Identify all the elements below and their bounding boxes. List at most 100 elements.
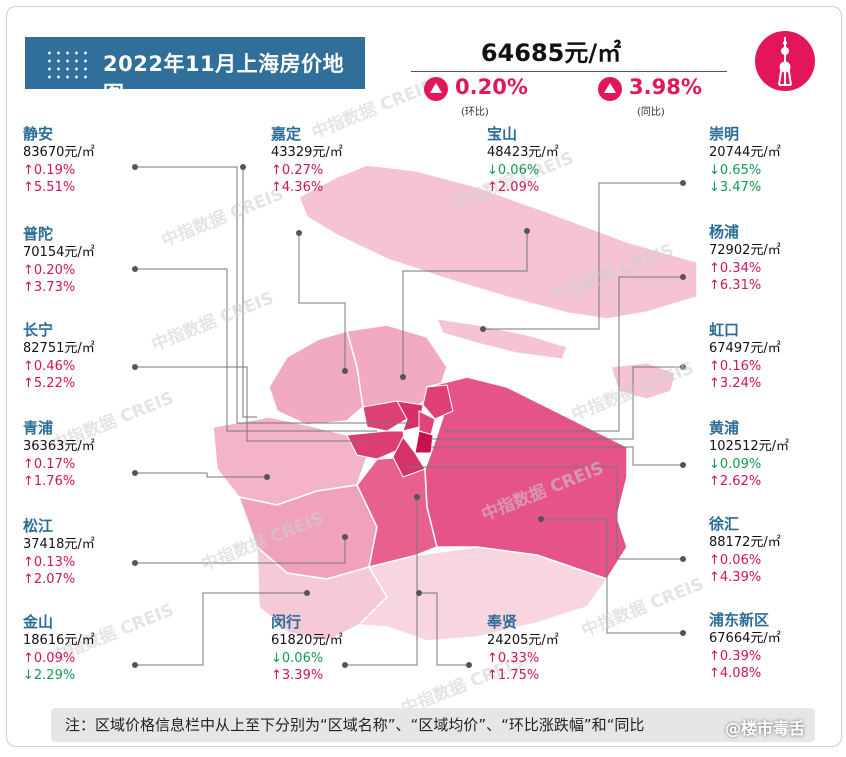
district-yoy: ↓2.29%	[23, 668, 76, 683]
yoy-label: (同比)	[637, 107, 665, 118]
oriental-pearl-tower-icon	[755, 31, 815, 91]
district-mom: ↑0.34%	[709, 260, 762, 276]
district-mom: ↑0.06%	[709, 552, 762, 568]
page-title: 2022年11月上海房价地图	[103, 52, 345, 106]
district-mom: ↑0.13%	[23, 554, 76, 570]
leader-qingpu	[135, 472, 267, 478]
district-mom: ↑0.19%	[23, 162, 76, 178]
district-yoy: ↑3.24%	[709, 376, 762, 391]
district-name: 长宁	[23, 321, 54, 339]
district-name: 金山	[23, 613, 54, 631]
up-triangle-icon	[598, 77, 622, 101]
footnote: 注：区域价格信息栏中从上至下分别为“区域名称”、“区域均价”、“环比涨跌幅”和“…	[51, 708, 815, 742]
brand-watermark: @楼市毒舌	[724, 719, 805, 738]
divider	[411, 71, 727, 72]
district-name: 松江	[23, 517, 54, 535]
leader-xuhui	[407, 466, 683, 560]
district-yoy: ↑1.75%	[487, 668, 540, 683]
district-qingpu: 青浦 36363元/㎡ ↑0.17% ↑1.76%	[23, 419, 133, 491]
district-name: 静安	[23, 125, 54, 143]
district-mom: ↑0.33%	[487, 650, 540, 666]
district-jinshan: 金山 18616元/㎡ ↑0.09% ↓2.29%	[23, 613, 133, 685]
district-price: 72902元/㎡	[709, 243, 781, 258]
map-region-jingan	[396, 400, 424, 432]
map-card: 中指数据 CREIS 中指数据 CREIS 中指数据 CREIS 中指数据 CR…	[6, 6, 842, 747]
district-huangpu: 黄浦 102512元/㎡ ↓0.09% ↑2.62%	[709, 419, 819, 491]
district-mom: ↑0.27%	[271, 162, 324, 178]
district-name: 嘉定	[271, 125, 302, 143]
district-name: 普陀	[23, 225, 54, 243]
district-songjiang: 松江 37418元/㎡ ↑0.13% ↑2.07%	[23, 517, 133, 589]
district-name: 浦东新区	[709, 611, 770, 629]
district-name: 青浦	[23, 419, 54, 437]
map-region-huangpu	[414, 430, 434, 454]
map-region-changxing	[436, 318, 568, 360]
district-name: 奉贤	[487, 613, 518, 631]
leader-jinshan	[135, 592, 307, 666]
district-yoy: ↑3.39%	[271, 668, 324, 683]
district-jiading: 嘉定 43329元/㎡ ↑0.27% ↑4.36%	[271, 125, 381, 197]
leader-fengxian	[419, 592, 469, 666]
mom-label: (环比)	[461, 107, 489, 118]
map-region-jiading	[268, 330, 364, 426]
district-price: 24205元/㎡	[487, 633, 559, 648]
map-region-pudong	[424, 376, 628, 580]
district-mom: ↓0.65%	[709, 162, 762, 178]
district-mom: ↑0.46%	[23, 358, 76, 374]
district-yangpu: 杨浦 72902元/㎡ ↑0.34% ↑6.31%	[709, 223, 819, 295]
district-yoy: ↑2.09%	[487, 180, 540, 195]
district-mom: ↑0.17%	[23, 456, 76, 472]
district-yoy: ↑3.73%	[23, 280, 76, 295]
district-price: 70154元/㎡	[23, 245, 95, 260]
district-name: 宝山	[487, 125, 518, 143]
leader-pudong	[541, 518, 683, 634]
district-minhang: 闵行 61820元/㎡ ↓0.06% ↑3.39%	[271, 613, 381, 685]
leader-jiading	[242, 167, 257, 418]
mom-change: 0.20%	[455, 75, 528, 99]
district-name: 杨浦	[709, 223, 740, 241]
district-price: 20744元/㎡	[709, 145, 781, 160]
leader-hongkou	[431, 366, 683, 440]
district-yoy: ↑4.36%	[271, 180, 324, 195]
leader-baoshan	[402, 231, 528, 377]
dot-grid-icon	[45, 49, 91, 79]
district-mom: ↑0.09%	[23, 650, 76, 666]
leader-minhang	[345, 497, 418, 666]
district-yoy: ↑5.51%	[23, 180, 76, 195]
district-yoy: ↑2.07%	[23, 572, 76, 587]
district-hongkou: 虹口 67497元/㎡ ↑0.16% ↑3.24%	[709, 321, 819, 393]
leader-chongming	[483, 182, 683, 330]
district-chongming: 崇明 20744元/㎡ ↓0.65% ↓3.47%	[709, 125, 819, 197]
city-average-price: 64685元/㎡	[480, 39, 622, 67]
district-yoy: ↓3.47%	[709, 180, 762, 195]
district-pudong: 浦东新区 67664元/㎡ ↑0.39% ↑4.08%	[709, 611, 819, 683]
district-mom: ↓0.06%	[487, 162, 540, 178]
leader-yangpu	[443, 276, 683, 432]
district-mom: ↑0.39%	[709, 648, 762, 664]
district-name: 虹口	[709, 321, 740, 339]
district-jingan: 静安 83670元/㎡ ↑0.19% ↑5.51%	[23, 125, 133, 197]
leader-songjiang	[135, 537, 346, 564]
district-price: 83670元/㎡	[23, 145, 95, 160]
district-yoy: ↑6.31%	[709, 278, 762, 293]
title-banner: 2022年11月上海房价地图	[25, 37, 365, 106]
district-name: 徐汇	[709, 515, 740, 533]
leader-jiading-b	[298, 233, 346, 371]
district-xuhui: 徐汇 88172元/㎡ ↑0.06% ↑4.39%	[709, 515, 819, 587]
district-price: 67497元/㎡	[709, 341, 781, 356]
district-yoy: ↑2.62%	[709, 474, 762, 489]
district-price: 37418元/㎡	[23, 537, 95, 552]
district-yoy: ↑5.22%	[23, 376, 76, 391]
district-price: 61820元/㎡	[271, 633, 343, 648]
leader-huangpu	[431, 446, 683, 466]
district-changning: 长宁 82751元/㎡ ↑0.46% ↑5.22%	[23, 321, 133, 393]
leader-putuo	[135, 268, 377, 432]
shanghai-map	[132, 164, 698, 668]
district-price: 48423元/㎡	[487, 145, 559, 160]
district-price: 102512元/㎡	[709, 439, 790, 454]
up-triangle-icon	[424, 77, 448, 101]
leader-jingan	[135, 166, 412, 424]
district-price: 36363元/㎡	[23, 439, 95, 454]
district-yoy: ↑1.76%	[23, 474, 76, 489]
district-price: 43329元/㎡	[271, 145, 343, 160]
